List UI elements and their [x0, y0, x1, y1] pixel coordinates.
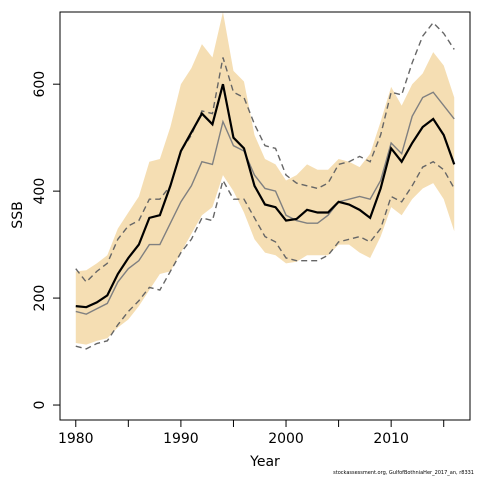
- footer-credit: stockassessment.org, GulfofBothniaHer_20…: [333, 470, 474, 476]
- y-axis-label: SSB: [10, 201, 26, 228]
- x-axis-label: Year: [249, 454, 280, 470]
- y-tick-label: 400: [32, 178, 48, 205]
- x-axis: 1980 1990 2000 2010: [58, 419, 445, 447]
- y-tick-label: 200: [32, 285, 48, 312]
- confidence-band-layer: [75, 12, 455, 345]
- series-lines-layer: [75, 21, 456, 350]
- x-tick-label: 2000: [268, 431, 304, 447]
- y-axis: 0 200 400 600: [32, 71, 61, 410]
- x-tick-label: 1980: [58, 431, 94, 447]
- y-tick-label: 600: [32, 71, 48, 98]
- y-tick-label: 0: [32, 401, 48, 410]
- ssb-ci-upper-line: [75, 21, 455, 284]
- ssb-estimate-line: [75, 83, 456, 309]
- x-tick-label: 1990: [163, 431, 199, 447]
- ssb-ci-lower-line: [75, 160, 455, 350]
- confidence-band: [75, 12, 455, 345]
- x-tick-label: 2010: [373, 431, 409, 447]
- ssb-grey-line: [75, 91, 455, 315]
